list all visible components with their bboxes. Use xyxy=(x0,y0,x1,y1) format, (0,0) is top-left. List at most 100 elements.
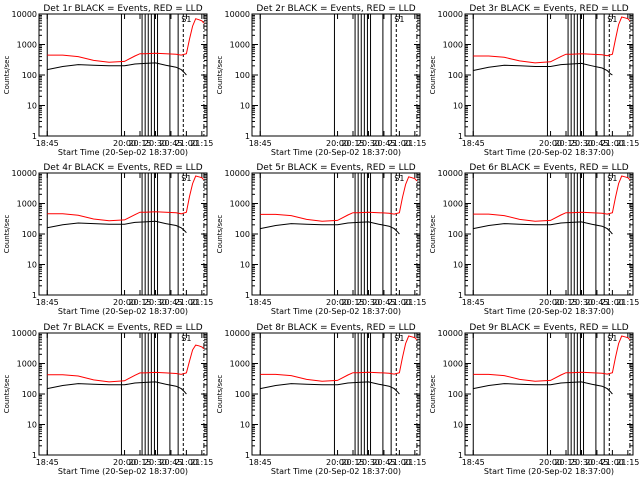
y-axis-label: Counts/sec xyxy=(3,56,11,95)
x-tick-label: 18:45 xyxy=(462,458,485,467)
x-tick-label: 21:15 xyxy=(403,139,426,148)
series-lld-line xyxy=(47,344,205,383)
plot-frame xyxy=(38,172,208,296)
x-tick-label: 20:45 xyxy=(585,139,608,148)
x-tick-label: 21:15 xyxy=(190,298,213,307)
plot-frame xyxy=(464,332,634,456)
y-tick-label: 1000 xyxy=(230,200,250,209)
y-tick-label: 10000 xyxy=(438,329,463,338)
y-tick-label: 100 xyxy=(22,390,37,399)
panel-title: Det 4r BLACK = Events, RED = LLD xyxy=(43,163,202,173)
y-tick-label: 100 xyxy=(235,71,250,80)
annotation-label: S1 xyxy=(607,334,617,343)
plot-frame xyxy=(38,332,208,456)
x-tick-label: 21:00 xyxy=(601,458,624,467)
x-tick-label: 21:15 xyxy=(616,139,639,148)
y-tick-label: 10 xyxy=(453,421,463,430)
y-tick-label: 10 xyxy=(453,102,463,111)
x-tick-label: 18:45 xyxy=(36,458,59,467)
y-tick-label: 1 xyxy=(245,132,250,141)
y-axis-label: Counts/sec xyxy=(429,375,437,414)
plot-frame xyxy=(251,13,421,137)
x-tick-label: 20:15 xyxy=(341,458,364,467)
x-tick-label: 21:15 xyxy=(190,458,213,467)
y-axis-label: Counts/sec xyxy=(3,215,11,254)
y-axis-label: Counts/sec xyxy=(216,215,224,254)
y-tick-label: 1000 xyxy=(443,360,463,369)
x-tick-label: 20:30 xyxy=(357,139,380,148)
annotation-label: S1 xyxy=(394,174,404,183)
x-tick-label: 18:45 xyxy=(462,139,485,148)
y-tick-label: 100 xyxy=(235,230,250,239)
y-tick-label: 100 xyxy=(22,230,37,239)
series-lld-line xyxy=(473,335,631,382)
x-tick-label: 20:30 xyxy=(570,298,593,307)
x-tick-label: 20:30 xyxy=(144,298,167,307)
plot-frame xyxy=(38,13,208,137)
x-tick-label: 20:45 xyxy=(372,139,395,148)
x-tick-label: 21:15 xyxy=(190,139,213,148)
x-tick-label: 20:15 xyxy=(128,298,151,307)
x-tick-label: 20:00 xyxy=(539,298,562,307)
y-tick-label: 1000 xyxy=(230,41,250,50)
x-tick-label: 20:00 xyxy=(113,458,136,467)
y-tick-label: 10 xyxy=(27,102,37,111)
x-tick-label: 21:00 xyxy=(388,298,411,307)
y-tick-label: 1000 xyxy=(17,41,37,50)
series-lld-line xyxy=(473,16,631,64)
series-events-line xyxy=(473,221,613,235)
y-tick-label: 10000 xyxy=(12,10,37,19)
x-axis-label: Start Time (20-Sep-02 18:37:00) xyxy=(484,307,614,316)
y-tick-label: 1 xyxy=(245,451,250,460)
x-tick-label: 18:45 xyxy=(249,139,272,148)
x-tick-label: 20:00 xyxy=(113,139,136,148)
annotation-label: S1 xyxy=(607,15,617,24)
x-tick-label: 20:00 xyxy=(326,298,349,307)
y-tick-label: 10 xyxy=(240,261,250,270)
y-tick-label: 10000 xyxy=(12,329,37,338)
annotation-label: S1 xyxy=(181,334,191,343)
x-tick-label: 20:00 xyxy=(326,458,349,467)
x-tick-label: 21:00 xyxy=(175,458,198,467)
x-tick-label: 18:45 xyxy=(462,298,485,307)
series-events-line xyxy=(47,220,187,234)
x-tick-label: 20:15 xyxy=(128,139,151,148)
y-tick-label: 10 xyxy=(240,421,250,430)
x-tick-label: 21:00 xyxy=(601,298,624,307)
annotation-label: S1 xyxy=(181,174,191,183)
y-tick-label: 100 xyxy=(448,71,463,80)
y-tick-label: 10000 xyxy=(12,169,37,178)
x-axis-label: Start Time (20-Sep-02 18:37:00) xyxy=(271,467,401,476)
y-tick-label: 1 xyxy=(458,451,463,460)
y-tick-label: 10000 xyxy=(225,10,250,19)
series-lld-line xyxy=(473,175,631,222)
y-tick-label: 100 xyxy=(22,71,37,80)
y-axis-label: Counts/sec xyxy=(216,375,224,414)
x-tick-label: 18:45 xyxy=(36,298,59,307)
panel-title: Det 1r BLACK = Events, RED = LLD xyxy=(43,4,202,14)
annotation-label: S1 xyxy=(394,15,404,24)
x-tick-label: 20:00 xyxy=(326,139,349,148)
y-tick-label: 10 xyxy=(453,261,463,270)
y-tick-label: 1 xyxy=(245,291,250,300)
series-events-line xyxy=(47,381,187,395)
y-axis-label: Counts/sec xyxy=(216,56,224,95)
y-tick-label: 10000 xyxy=(438,169,463,178)
x-axis-label: Start Time (20-Sep-02 18:37:00) xyxy=(271,148,401,157)
x-tick-label: 20:45 xyxy=(159,298,182,307)
x-tick-label: 20:00 xyxy=(539,139,562,148)
y-axis-label: Counts/sec xyxy=(429,56,437,95)
y-tick-label: 100 xyxy=(448,390,463,399)
y-tick-label: 100 xyxy=(235,390,250,399)
y-tick-label: 1 xyxy=(32,291,37,300)
y-tick-label: 1000 xyxy=(443,41,463,50)
x-tick-label: 20:30 xyxy=(570,458,593,467)
x-tick-label: 21:00 xyxy=(388,139,411,148)
series-events-line xyxy=(260,381,400,395)
panel-title: Det 9r BLACK = Events, RED = LLD xyxy=(469,323,628,333)
